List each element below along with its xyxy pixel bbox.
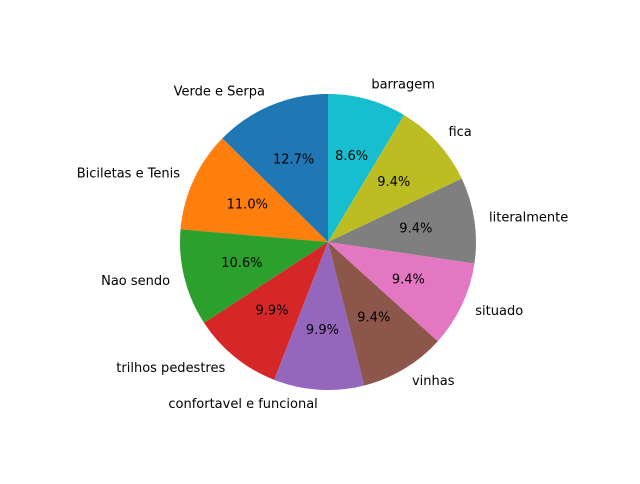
slice-percent-label: 10.6%	[221, 256, 262, 271]
slice-label: fica	[448, 125, 471, 140]
pie-slice	[328, 178, 476, 264]
slice-percent-label: 8.6%	[335, 149, 368, 164]
pie-slice	[180, 138, 328, 242]
pie-slice	[328, 242, 475, 342]
slice-percent-label: 9.9%	[306, 323, 339, 338]
pie-slices	[180, 94, 476, 391]
pie-slice	[204, 242, 328, 380]
slice-label: situado	[475, 304, 523, 319]
slice-percent-label: 9.9%	[255, 303, 288, 318]
slice-percent-label: 9.4%	[399, 221, 432, 236]
pie-slice	[328, 114, 462, 242]
slice-percent-labels: 12.7% 11.0% 10.6% 9.9% 9.9% 9.4% 9.4% 9.4% 9.4% 8…	[221, 149, 432, 338]
slice-percent-label: 9.4%	[377, 175, 410, 190]
pie-slice	[328, 242, 438, 386]
slice-labels: Verde e Serpa Biciletas e Tenis Nao sendo t…	[77, 78, 569, 412]
pie-slice	[328, 94, 404, 242]
pie-slice	[180, 229, 328, 323]
slice-label: trilhos pedestres	[116, 361, 225, 376]
slice-label: literalmente	[489, 210, 568, 225]
slice-label: barragem	[371, 78, 435, 93]
slice-percent-label: 11.0%	[227, 197, 268, 212]
slice-label: confortavel e funcional	[168, 397, 317, 412]
pie-slice	[222, 94, 328, 242]
slice-percent-label: 9.4%	[357, 311, 390, 326]
slice-label: Verde e Serpa	[174, 84, 265, 99]
slice-label: Nao sendo	[101, 274, 170, 289]
slice-label: Biciletas e Tenis	[77, 167, 181, 182]
slice-percent-label: 9.4%	[392, 272, 425, 287]
slice-label: vinhas	[412, 374, 455, 389]
pie-slice	[274, 242, 365, 391]
slice-percent-label: 12.7%	[273, 153, 314, 168]
